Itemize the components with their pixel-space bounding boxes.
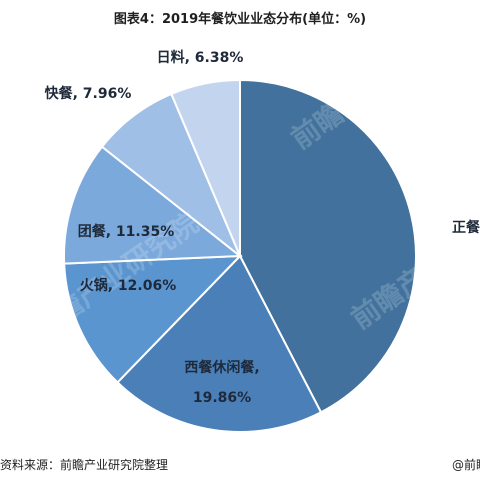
pie-slice-tuancan	[63, 145, 243, 265]
footer-handle: @前瞻经济学人	[452, 458, 480, 472]
pie-slice-huoguo	[63, 254, 243, 384]
footer-source: 资料来源：前瞻产业研究院整理	[0, 458, 169, 472]
slice-labels: 正餐, 西餐休闲餐,19.86% 火锅, 12.06% 团餐, 11.35% 快餐, 7…	[45, 49, 480, 406]
slice-label-zhengcan: 正餐,	[452, 219, 480, 236]
pie-slice-riliao	[170, 78, 241, 257]
chart-title: 图表4：2019年餐饮业业态分布(单位：%)	[113, 12, 367, 27]
slice-label-huoguo: 火锅, 12.06%	[80, 278, 177, 294]
slice-label-kuaican: 快餐, 7.96%	[45, 85, 132, 102]
slice-label-xican-xiuxian: 西餐休闲餐, 19.86%	[184, 359, 259, 406]
slice-label-tuancan: 团餐, 11.35%	[78, 223, 175, 240]
slice-label-riliao: 日料, 6.38%	[157, 49, 244, 66]
pie-slices	[63, 78, 417, 433]
watermark-text: 前瞻产业研究院	[285, 16, 464, 155]
pie-slice-xican-xiuxian	[116, 254, 323, 433]
pie-slice-zhengcan	[239, 78, 417, 414]
